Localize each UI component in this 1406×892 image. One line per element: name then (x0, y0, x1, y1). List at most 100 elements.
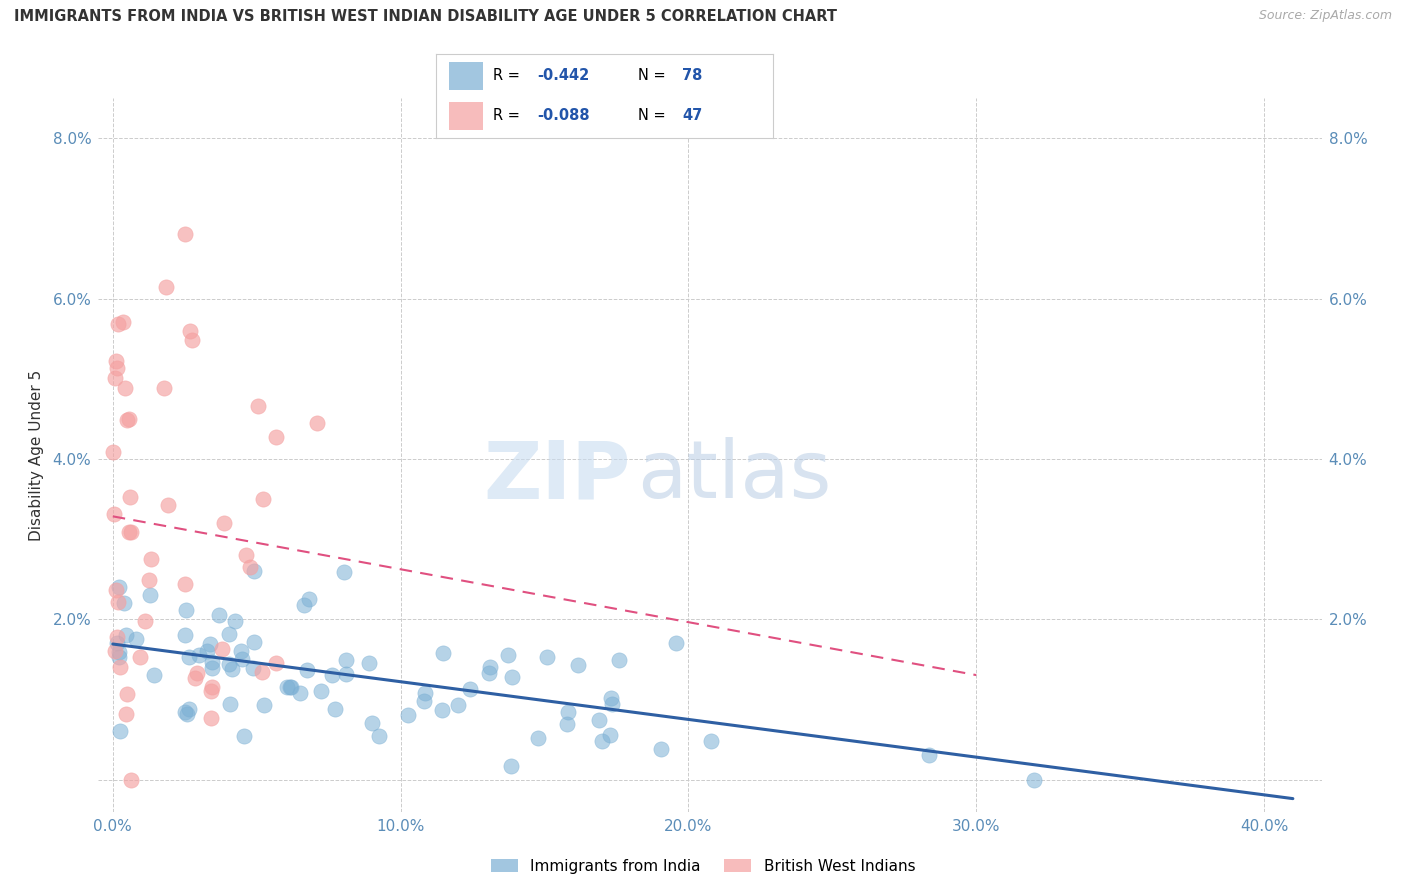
Point (103, 445, 125, 459)
Point (221, 662, 243, 676)
Point (110, 660, 132, 674)
Point (142, 668, 165, 682)
Point (108, 645, 131, 659)
Point (413, 694, 436, 708)
Point (134, 614, 156, 628)
Point (115, 707, 138, 722)
Point (499, 759, 522, 773)
Point (235, 548, 257, 562)
Point (498, 648, 520, 662)
Point (200, 711, 222, 725)
Point (430, 703, 453, 717)
Point (588, 714, 610, 728)
Point (323, 702, 346, 716)
Text: Source: ZipAtlas.com: Source: ZipAtlas.com (1258, 9, 1392, 22)
Point (309, 684, 332, 698)
Point (591, 733, 613, 747)
Point (501, 670, 523, 684)
Point (212, 516, 235, 530)
Point (247, 399, 270, 413)
Point (305, 416, 328, 430)
Point (181, 334, 204, 348)
Point (111, 315, 134, 329)
Point (105, 361, 128, 376)
Point (599, 728, 621, 742)
Text: R =: R = (494, 69, 524, 84)
Point (224, 614, 246, 628)
Point (177, 702, 200, 716)
Point (108, 580, 131, 594)
Point (413, 686, 436, 700)
Point (264, 656, 287, 670)
Point (231, 644, 253, 658)
Point (278, 680, 301, 694)
Point (396, 708, 419, 723)
Point (1022, 772, 1045, 787)
Point (219, 698, 242, 712)
Point (118, 490, 141, 504)
Point (120, 772, 142, 787)
Point (280, 680, 302, 694)
Point (599, 690, 621, 705)
Point (174, 227, 197, 242)
Point (174, 705, 197, 719)
Point (176, 706, 198, 721)
Point (138, 573, 160, 587)
Point (602, 697, 624, 711)
Point (264, 429, 287, 443)
Point (335, 653, 357, 667)
Point (200, 637, 222, 651)
Point (155, 279, 177, 293)
Point (536, 649, 558, 664)
Point (208, 608, 231, 623)
Point (201, 660, 224, 674)
Point (276, 680, 298, 694)
Text: R =: R = (494, 108, 524, 123)
Point (104, 643, 127, 657)
Point (918, 747, 941, 762)
Point (129, 649, 152, 664)
Text: 78: 78 (682, 69, 703, 84)
Text: 47: 47 (682, 108, 703, 123)
Point (295, 663, 318, 677)
Point (108, 649, 131, 664)
Point (174, 603, 197, 617)
Point (107, 595, 129, 609)
Point (243, 564, 266, 578)
Point (239, 560, 262, 574)
Point (218, 657, 240, 672)
Point (288, 686, 311, 700)
Point (232, 729, 254, 743)
Point (360, 715, 382, 730)
Point (104, 582, 127, 597)
Point (567, 658, 589, 673)
Point (114, 381, 136, 395)
Point (115, 687, 138, 701)
Point (292, 599, 315, 613)
Bar (450, 102, 484, 130)
Point (458, 682, 481, 697)
Point (152, 381, 174, 395)
Point (478, 665, 501, 680)
Legend: Immigrants from India, British West Indians: Immigrants from India, British West Indi… (485, 853, 921, 880)
Y-axis label: Disability Age Under 5: Disability Age Under 5 (30, 369, 44, 541)
Point (242, 660, 264, 674)
Point (195, 643, 218, 657)
Text: N =: N = (638, 108, 671, 123)
Point (218, 627, 240, 641)
Point (200, 684, 222, 698)
Point (201, 680, 224, 694)
Point (103, 507, 125, 521)
Point (557, 705, 579, 719)
Point (179, 649, 201, 664)
Point (108, 723, 131, 738)
Point (105, 630, 128, 644)
Point (333, 565, 356, 579)
Point (321, 668, 343, 682)
Point (107, 317, 129, 331)
Point (211, 641, 233, 656)
Point (253, 698, 276, 713)
Point (174, 627, 197, 641)
Point (138, 588, 160, 602)
Bar (450, 62, 484, 90)
